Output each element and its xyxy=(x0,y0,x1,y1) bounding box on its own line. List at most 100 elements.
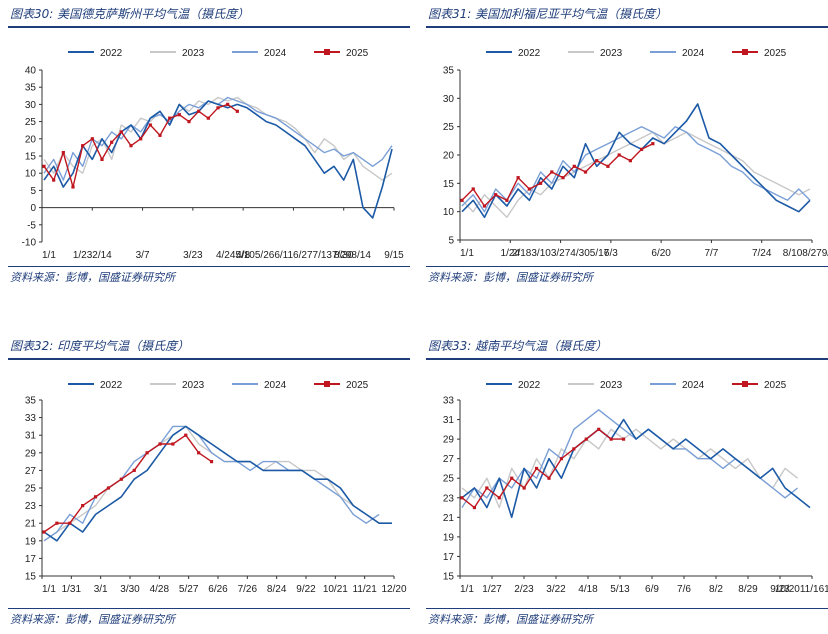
series-point-2025 xyxy=(617,153,621,157)
x-tick-label: 8/29 xyxy=(738,584,758,595)
series-point-2025 xyxy=(609,437,613,441)
y-tick-label: 19 xyxy=(443,532,455,543)
series-point-2025 xyxy=(81,144,85,148)
x-tick-label: 9/22 xyxy=(296,584,316,595)
series-point-2025 xyxy=(547,476,551,480)
legend-item-2024: 2024 xyxy=(650,48,705,59)
x-tick-label: 4/28 xyxy=(150,584,170,595)
x-tick-label: 7/7 xyxy=(704,248,718,259)
series-point-2025 xyxy=(472,505,477,510)
x-tick-label: 2/23 xyxy=(514,584,534,595)
series-point-2025 xyxy=(522,486,526,490)
x-tick-label: 1/31 xyxy=(62,584,82,595)
series-point-2025 xyxy=(534,466,539,471)
x-tick-label: 9/23 xyxy=(770,584,790,595)
legend-label: 2024 xyxy=(264,48,287,59)
series-point-2025 xyxy=(42,530,46,534)
x-tick-label: 1/27 xyxy=(482,584,502,595)
y-tick-label: 30 xyxy=(25,100,37,111)
series-point-2025 xyxy=(460,198,464,202)
chart-india: 2022 2023 2024 2025 15 17 19 21 23 25 27 29 31 33 35 1/… xyxy=(25,380,407,595)
y-tick-label: 27 xyxy=(25,466,37,477)
x-tick-label: 3/30 xyxy=(120,584,140,595)
legend-item-2022: 2022 xyxy=(68,380,123,391)
series-point-2025 xyxy=(42,164,46,168)
legend-item-2025: 2025 xyxy=(732,48,787,59)
legend-item-2025: 2025 xyxy=(314,48,369,59)
x-tick-label: 8/108/279/13 xyxy=(783,248,828,259)
y-tick-label: 35 xyxy=(25,396,37,407)
legend-item-2023: 2023 xyxy=(568,380,623,391)
series-point-2025 xyxy=(505,198,509,202)
y-tick-label: 29 xyxy=(25,448,37,459)
panel-title-bar: 图表31: 美国加利福尼亚平均气温（摄氏度） xyxy=(426,2,828,28)
panel-title: 图表31: 美国加利福尼亚平均气温（摄氏度） xyxy=(428,7,668,21)
x-tick-label: 1/24 xyxy=(501,248,521,259)
source-bar: 资料来源：彭博，国盛证券研究所 xyxy=(8,266,410,285)
y-tick-label: 15 xyxy=(443,572,455,583)
series-point-2025 xyxy=(494,193,498,197)
x-tick-label: 10/21 xyxy=(323,584,348,595)
y-tick-label: 31 xyxy=(443,415,455,426)
panel-texas: 图表30: 美国德克萨斯州平均气温（摄氏度） 2022 2023 2024 2025-… xyxy=(8,2,410,302)
series-point-2025 xyxy=(621,437,626,441)
panel-title: 图表30: 美国德克萨斯州平均气温（摄氏度） xyxy=(10,7,250,21)
x-tick-label: 3/7 xyxy=(136,250,150,261)
y-tick-label: 33 xyxy=(25,413,37,424)
x-tick-label: 7/6 xyxy=(677,584,691,595)
x-tick-label: 7/24 xyxy=(752,248,772,259)
series-point-2025 xyxy=(595,159,599,163)
series-point-2025 xyxy=(235,109,239,113)
series-point-2025 xyxy=(597,427,601,431)
y-tick-label: 31 xyxy=(25,431,37,442)
series-point-2025 xyxy=(100,157,104,162)
series-point-2025 xyxy=(460,496,464,500)
legend-label: 2024 xyxy=(682,380,705,391)
x-tick-label: 1/1 xyxy=(42,584,56,595)
legend-item-2022: 2022 xyxy=(486,48,541,59)
series-line-2025 xyxy=(461,143,654,207)
series-point-2025 xyxy=(110,140,114,144)
series-point-2025 xyxy=(55,521,59,525)
series-line-2022 xyxy=(43,425,392,542)
y-tick-label: 33 xyxy=(443,396,455,407)
series-point-2025 xyxy=(209,460,214,464)
series-point-2025 xyxy=(226,102,230,106)
y-tick-label: 25 xyxy=(443,474,455,485)
panel-vietnam: 图表33: 越南平均气温（摄氏度） 2022 2023 2024 2025 15 17 19… xyxy=(426,334,828,634)
series-point-2025 xyxy=(139,137,143,141)
source-note: 资料来源：彭博，国盛证券研究所 xyxy=(10,271,175,284)
x-tick-label: 1/232/14 xyxy=(73,250,112,261)
legend-label: 2022 xyxy=(100,380,123,391)
series-point-2025 xyxy=(497,496,501,500)
series-point-2025 xyxy=(187,120,191,124)
series-point-2025 xyxy=(516,176,520,180)
x-tick-label: 10/2011/1612/13 xyxy=(775,584,828,595)
series-point-2025 xyxy=(171,442,175,446)
x-tick-label: 3/1 xyxy=(94,584,108,595)
y-tick-label: 15 xyxy=(25,152,37,163)
series-point-2025 xyxy=(527,187,531,191)
series-point-2025 xyxy=(158,133,162,137)
y-tick-label: 20 xyxy=(25,134,37,145)
series-point-2025 xyxy=(93,495,98,499)
series-point-2025 xyxy=(651,142,655,146)
y-tick-label: 27 xyxy=(443,454,455,465)
series-point-2025 xyxy=(561,176,565,180)
series-point-2025 xyxy=(471,187,475,191)
panel-title: 图表33: 越南平均气温（摄氏度） xyxy=(428,339,608,353)
source-bar: 资料来源：彭博，国盛证券研究所 xyxy=(426,266,828,285)
x-tick-label: 1/1 xyxy=(460,248,474,259)
legend-item-2024: 2024 xyxy=(232,48,287,59)
panel-india: 图表32: 印度平均气温（摄氏度） 2022 2023 2024 2025 15 17 19… xyxy=(8,334,410,634)
series-point-2025 xyxy=(145,451,149,455)
series-point-2025 xyxy=(197,451,201,455)
x-tick-label: 4/18 xyxy=(578,584,598,595)
legend-label: 2022 xyxy=(100,48,123,59)
legend-label: 2023 xyxy=(182,380,205,391)
series-point-2025 xyxy=(68,521,72,525)
panel-title-bar: 图表33: 越南平均气温（摄氏度） xyxy=(426,334,828,360)
series-point-2025 xyxy=(177,113,181,117)
legend-item-2023: 2023 xyxy=(150,380,205,391)
y-tick-label: 23 xyxy=(25,501,37,512)
